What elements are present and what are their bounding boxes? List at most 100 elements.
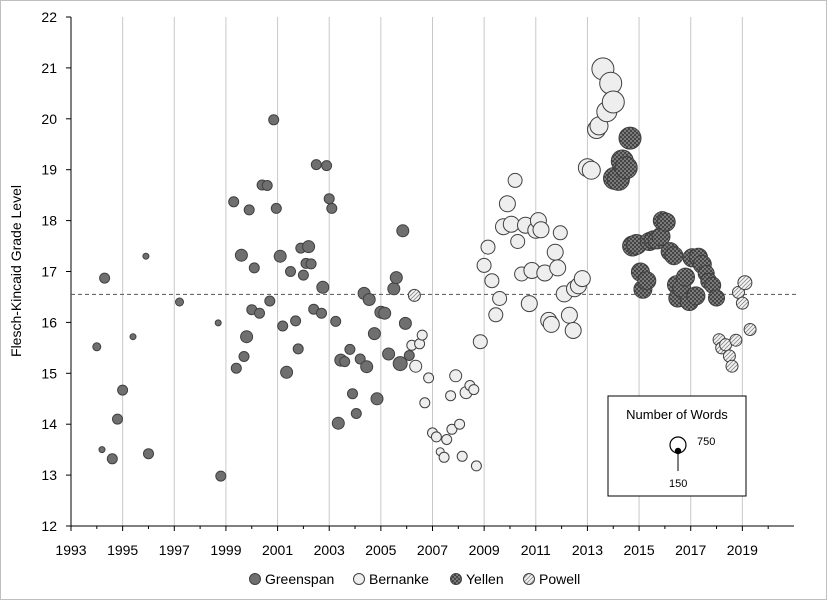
series-legend: Greenspan Bernanke Yellen Powell [249, 571, 580, 587]
point-greenspan [344, 343, 356, 355]
point-greenspan [98, 446, 106, 454]
y-axis-label: Flesch-Kincaid Grade Level [8, 185, 24, 357]
point-powell [407, 288, 421, 302]
point-powell [743, 323, 757, 336]
point-bernanke [445, 390, 457, 402]
point-powell [729, 333, 743, 347]
legend-label-bernanke: Bernanke [369, 571, 429, 587]
point-bernanke [498, 195, 516, 213]
point-greenspan [175, 297, 184, 307]
x-tick-label: 1993 [55, 542, 86, 558]
point-bernanke [480, 239, 496, 255]
point-bernanke [449, 369, 463, 383]
point-greenspan [261, 180, 273, 191]
point-greenspan [234, 248, 248, 262]
point-greenspan [248, 262, 260, 274]
x-tick-label: 2013 [572, 542, 603, 558]
point-greenspan [268, 114, 280, 126]
point-bernanke [502, 215, 520, 233]
point-bernanke [423, 372, 435, 384]
point-greenspan [316, 280, 330, 294]
point-greenspan [142, 252, 150, 260]
point-greenspan [240, 330, 254, 344]
legend-marker-yellen [450, 573, 462, 585]
point-bernanke [468, 384, 480, 396]
y-tick-label: 15 [41, 365, 57, 381]
point-bernanke [581, 160, 601, 180]
point-bernanke [549, 259, 567, 277]
point-greenspan [290, 315, 302, 327]
x-tick-label: 1999 [210, 542, 241, 558]
point-greenspan [321, 160, 333, 172]
point-greenspan [396, 224, 410, 238]
point-bernanke [520, 295, 538, 313]
series-powell [407, 275, 757, 373]
point-greenspan [316, 307, 327, 319]
data-points [92, 57, 757, 482]
point-greenspan [331, 416, 345, 430]
point-bernanke [542, 315, 560, 333]
x-tick-label: 1995 [107, 542, 138, 558]
point-greenspan [143, 448, 154, 460]
series-bernanke [406, 57, 625, 472]
size-legend-small-circle [674, 447, 682, 455]
point-bernanke [438, 451, 450, 463]
point-greenspan [403, 350, 415, 361]
x-tick-label: 1997 [159, 542, 190, 558]
point-bernanke [532, 221, 550, 239]
x-tick-label: 2011 [521, 542, 551, 558]
point-yellen [664, 246, 684, 266]
point-bernanke [488, 307, 504, 323]
point-bernanke [441, 434, 453, 445]
legend-label-powell: Powell [539, 571, 580, 587]
point-bernanke [430, 431, 442, 443]
point-greenspan [280, 365, 294, 379]
point-greenspan [254, 307, 265, 319]
point-greenspan [387, 282, 401, 296]
point-greenspan [106, 453, 118, 465]
point-greenspan [270, 202, 282, 214]
point-bernanke [470, 460, 482, 472]
point-bernanke [510, 234, 526, 249]
point-greenspan [310, 159, 322, 171]
legend-label-greenspan: Greenspan [265, 571, 334, 587]
point-bernanke [416, 329, 428, 341]
x-tick-label: 2009 [469, 542, 500, 558]
x-tick-label: 2005 [365, 542, 396, 558]
x-tick-label: 2003 [314, 542, 345, 558]
point-greenspan [398, 316, 412, 330]
size-legend-small-label: 150 [669, 478, 687, 490]
point-bernanke [472, 334, 488, 350]
y-tick-label: 14 [41, 416, 57, 432]
series-greenspan [92, 114, 415, 482]
point-bernanke [409, 359, 423, 373]
point-greenspan [330, 315, 342, 327]
point-greenspan [238, 351, 250, 362]
y-tick-label: 17 [41, 264, 57, 280]
point-yellen [637, 271, 657, 291]
point-bernanke [564, 322, 582, 339]
x-tick-label: 2001 [262, 542, 293, 558]
point-greenspan [392, 356, 408, 372]
point-greenspan [354, 353, 366, 365]
point-bernanke [492, 291, 508, 306]
y-tick-label: 13 [41, 467, 57, 483]
point-bernanke [454, 418, 466, 430]
point-greenspan [92, 342, 102, 352]
legend-label-yellen: Yellen [466, 571, 504, 587]
point-greenspan [360, 360, 374, 374]
point-powell [737, 275, 753, 291]
point-greenspan [112, 413, 123, 425]
point-greenspan [302, 240, 316, 254]
point-greenspan [243, 204, 255, 216]
point-yellen [686, 286, 706, 306]
x-tick-label: 2007 [417, 542, 448, 558]
point-yellen [614, 156, 638, 180]
point-powell [725, 359, 739, 373]
tick-labels: 1993 1995 1997 1999 2001 2003 2005 2007 2009 2011… [41, 9, 758, 558]
point-bernanke [552, 225, 568, 241]
point-greenspan [378, 306, 392, 320]
point-greenspan [129, 333, 137, 341]
